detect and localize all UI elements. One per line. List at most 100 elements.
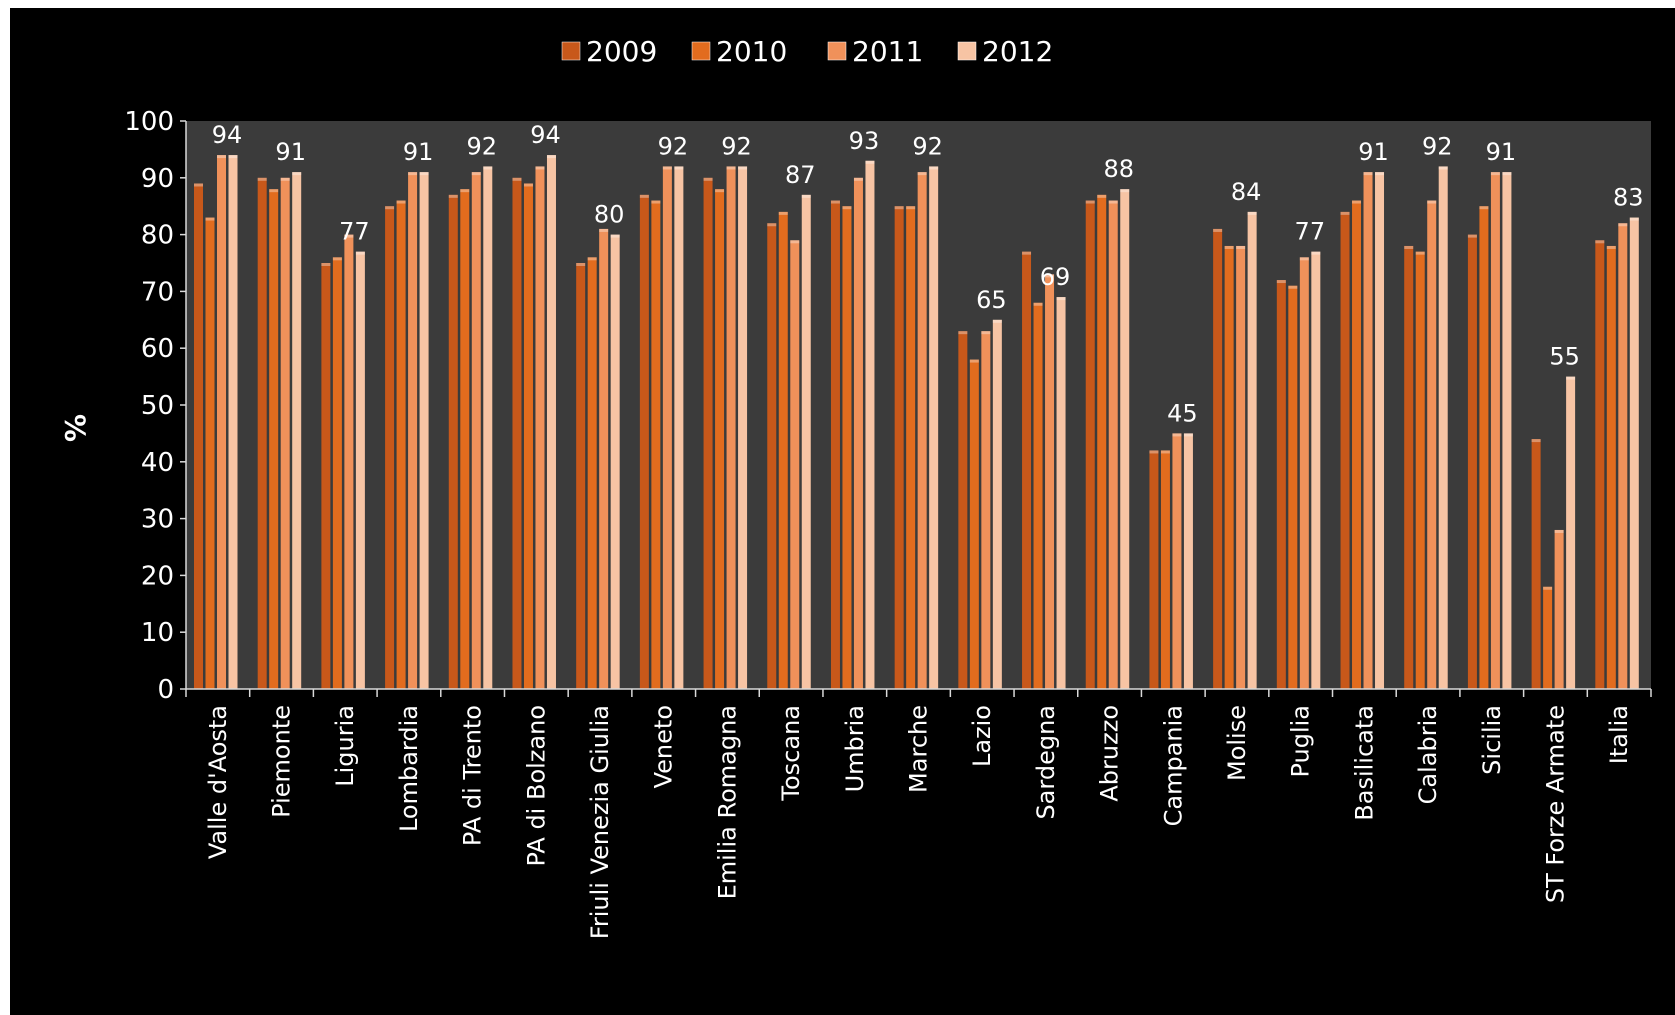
bar-top-highlight [639, 194, 649, 198]
legend-label: 2010 [716, 35, 787, 68]
x-tick-label: Marche [905, 705, 933, 793]
bar-top-highlight [460, 189, 470, 193]
bar-top-highlight [674, 166, 684, 170]
bar-2012 [865, 160, 875, 689]
bar-top-highlight [767, 223, 777, 227]
bar-2012 [929, 166, 939, 689]
x-tick-label: Calabria [1414, 705, 1442, 804]
bar-2011 [1236, 245, 1246, 689]
bar-top-highlight [1629, 217, 1639, 221]
y-axis-label: % [59, 414, 92, 442]
bar-top-highlight [576, 263, 586, 266]
legend-swatch-2012 [957, 41, 977, 61]
bar-top-highlight [228, 155, 238, 159]
data-label: 92 [721, 132, 752, 160]
bar-top-highlight [992, 319, 1002, 323]
bar-top-highlight [587, 257, 597, 261]
bar-2009 [194, 183, 203, 690]
bar-2009 [257, 177, 267, 690]
data-label: 87 [785, 161, 816, 189]
bar-top-highlight [546, 155, 556, 159]
bar-2012 [546, 155, 556, 689]
bar-2009 [512, 177, 522, 690]
bar-2012 [738, 166, 748, 689]
bar-2009 [703, 177, 713, 690]
legend-label: 2009 [586, 35, 657, 68]
bar-top-highlight [1247, 211, 1257, 215]
bar-top-highlight [448, 194, 458, 198]
bar-top-highlight [269, 189, 279, 193]
x-tick-label: Sicilia [1478, 705, 1506, 775]
bar-2011 [981, 331, 991, 689]
data-label: 92 [658, 132, 689, 160]
bar-2010 [1097, 194, 1107, 689]
bar-top-highlight [651, 200, 661, 204]
bar-top-highlight [929, 166, 939, 170]
bar-2009 [1404, 245, 1414, 689]
data-label: 92 [467, 132, 498, 160]
y-tick-label: 0 [157, 675, 174, 705]
data-label: 91 [403, 138, 434, 166]
bar-2010 [1224, 245, 1234, 689]
bar-2010 [842, 206, 852, 689]
bar-2009 [958, 331, 968, 689]
bar-top-highlight [355, 251, 365, 255]
bar-2011 [535, 166, 545, 689]
bar-2011 [344, 234, 354, 689]
bar-top-highlight [958, 331, 968, 335]
bar-2011 [280, 177, 290, 690]
bar-top-highlight [917, 172, 927, 176]
bar-top-highlight [1108, 200, 1118, 204]
bar-top-highlight [1149, 450, 1159, 454]
data-label: 88 [1103, 155, 1134, 183]
x-tick-label: Piemonte [268, 705, 296, 818]
legend-label: 2012 [982, 35, 1053, 68]
bar-2012 [1183, 433, 1193, 689]
x-tick-label: Lombardia [395, 705, 423, 832]
bar-top-highlight [385, 206, 395, 210]
bar-2010 [651, 200, 661, 689]
bar-2010 [1606, 245, 1616, 689]
bar-top-highlight [1097, 194, 1107, 198]
bar-2012 [1566, 376, 1576, 689]
bar-top-highlight [1236, 245, 1246, 249]
bar-top-highlight [1543, 586, 1553, 590]
bar-top-highlight [205, 217, 215, 221]
bar-2009 [894, 206, 904, 689]
bar-top-highlight [1554, 529, 1564, 533]
bar-top-highlight [1276, 280, 1286, 284]
bar-2011 [1108, 200, 1118, 689]
data-label: 77 [1295, 218, 1326, 246]
data-label: 91 [275, 138, 306, 166]
bar-top-highlight [715, 189, 725, 193]
x-tick-label: PA di Trento [459, 705, 487, 846]
bar-top-highlight [703, 177, 713, 181]
bar-2009 [1276, 280, 1286, 689]
y-tick-label: 70 [141, 277, 174, 307]
bar-top-highlight [194, 183, 203, 187]
bar-top-highlight [344, 234, 354, 238]
bar-2010 [1160, 450, 1170, 689]
bar-2012 [1120, 189, 1130, 689]
bar-top-highlight [1502, 172, 1512, 176]
bar-2010 [1352, 200, 1362, 689]
bar-2009 [639, 194, 649, 689]
bar-top-highlight [1120, 189, 1130, 193]
chart-frame: 2009 2010 2011 2012 % 0 10 20 30 40 50 60 70 80 90 10… [10, 8, 1675, 1015]
x-tick-label: Toscana [777, 705, 805, 802]
data-label: 93 [849, 127, 880, 155]
bar-top-highlight [483, 166, 493, 170]
bar-2010 [460, 189, 470, 689]
bar-top-highlight [471, 172, 481, 176]
bar-2011 [217, 155, 226, 689]
bar-top-highlight [1467, 234, 1477, 238]
data-label: 92 [912, 132, 943, 160]
data-label: 83 [1613, 184, 1644, 212]
bar-2010 [906, 206, 916, 689]
bar-top-highlight [842, 206, 852, 210]
x-tick-label: Campania [1159, 705, 1187, 826]
x-axis: Valle d'Aosta Piemonte Liguria Lombardia PA … [185, 688, 1652, 939]
bar-top-highlight [1299, 257, 1309, 261]
bar-2012 [1311, 251, 1321, 689]
bar-top-highlight [610, 234, 620, 238]
